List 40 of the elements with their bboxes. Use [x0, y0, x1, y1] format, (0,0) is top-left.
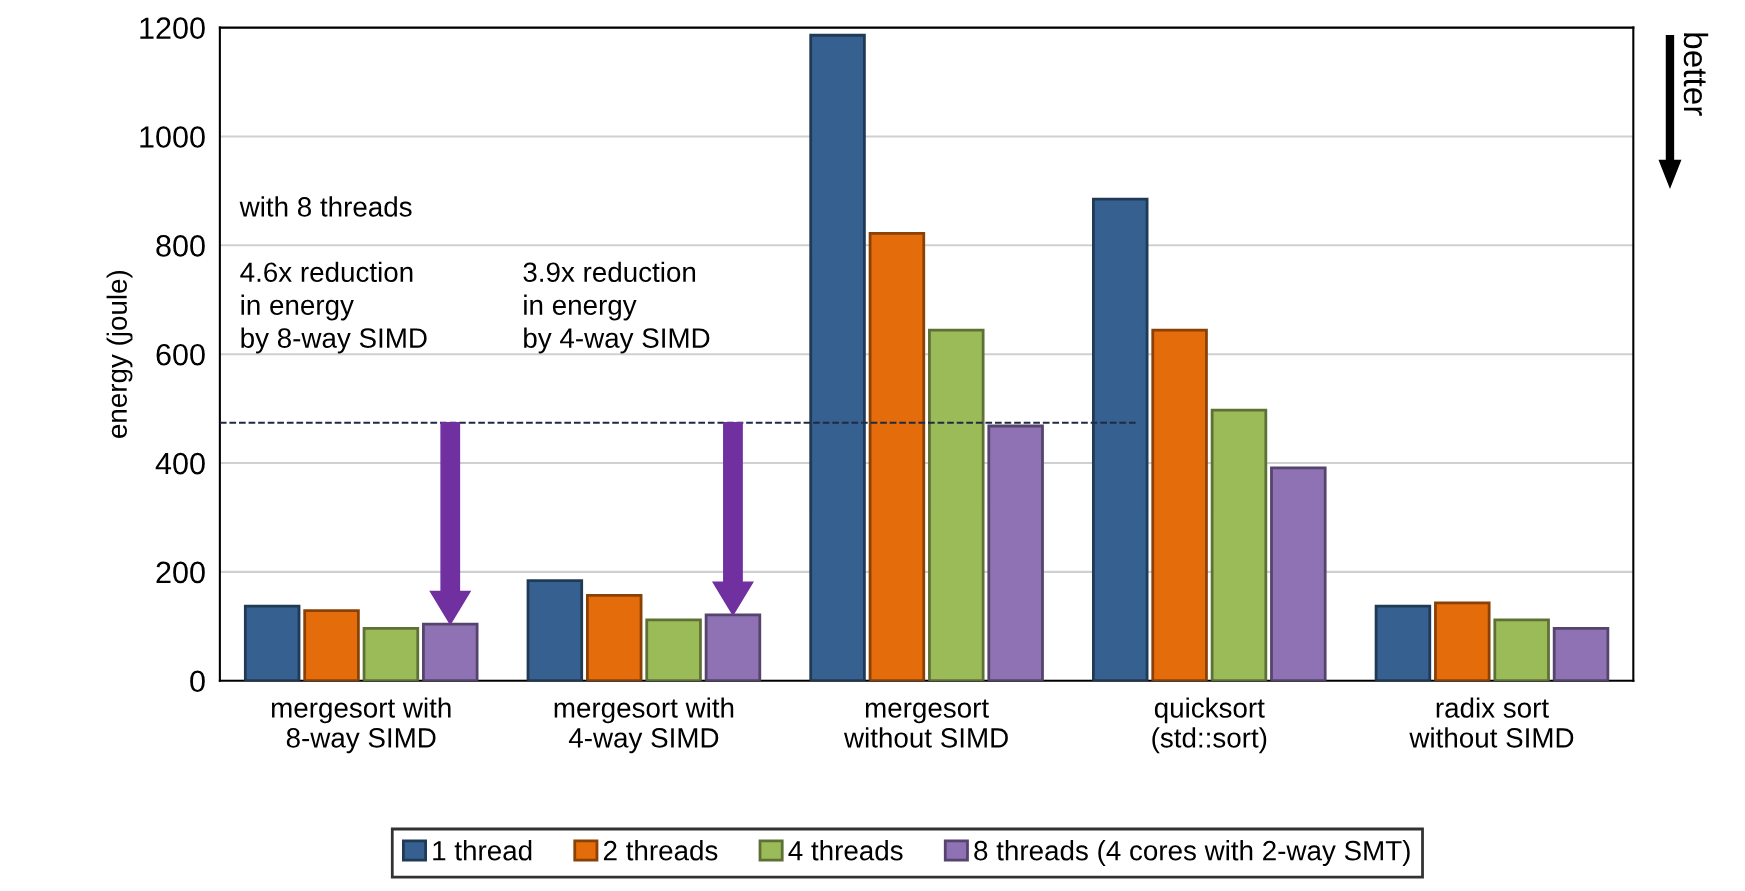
bar [1210, 408, 1268, 681]
bar [303, 609, 360, 681]
y-axis-title: energy (joule) [106, 270, 133, 438]
bar [422, 622, 479, 681]
y-tick-label: 0 [190, 670, 205, 693]
legend-label: 4 threads [788, 840, 903, 861]
bar [1434, 601, 1491, 681]
legend-label: 8 threads (4 cores with 2-way SMT) [974, 840, 1410, 866]
bar [1151, 328, 1208, 681]
x-tick-label: mergesort with 4-way SIMD [554, 697, 734, 754]
y-tick-label: 600 [156, 343, 205, 366]
y-tick-label: 800 [156, 235, 205, 257]
bar [1270, 466, 1327, 681]
bar [928, 328, 985, 681]
legend-label: 2 threads [603, 840, 718, 861]
bar [362, 627, 420, 681]
bar [645, 618, 702, 681]
y-tick-label: 400 [155, 452, 205, 475]
bar [585, 593, 643, 681]
annotation: with 8 threads [239, 196, 412, 217]
x-tick-label: mergesort without SIMD [843, 699, 1008, 748]
bar [987, 424, 1044, 681]
x-tick-label: quicksort (std::sort) [1152, 697, 1267, 754]
bar [809, 33, 866, 681]
annotation: 4.6x reduction in energy by 8-way SIMD [240, 261, 427, 354]
text: better [1683, 33, 1709, 116]
y-tick-label: 1000 [140, 126, 205, 148]
bar [243, 604, 301, 681]
bar [868, 231, 926, 681]
x-tick-label: mergesort with 8-way SIMD [271, 697, 451, 754]
bar [526, 579, 584, 681]
legend-label: 1 thread [433, 840, 532, 861]
bar [1493, 618, 1550, 681]
bar [1374, 604, 1432, 681]
y-tick-label: 200 [156, 561, 205, 584]
x-tick-label: radix sort without SIMD [1409, 697, 1574, 748]
bar [1552, 627, 1610, 681]
y-tick-label: 1200 [140, 17, 205, 39]
bar [1091, 197, 1149, 681]
annotation: 3.9x reduction in energy by 4-way SIMD [523, 261, 710, 354]
